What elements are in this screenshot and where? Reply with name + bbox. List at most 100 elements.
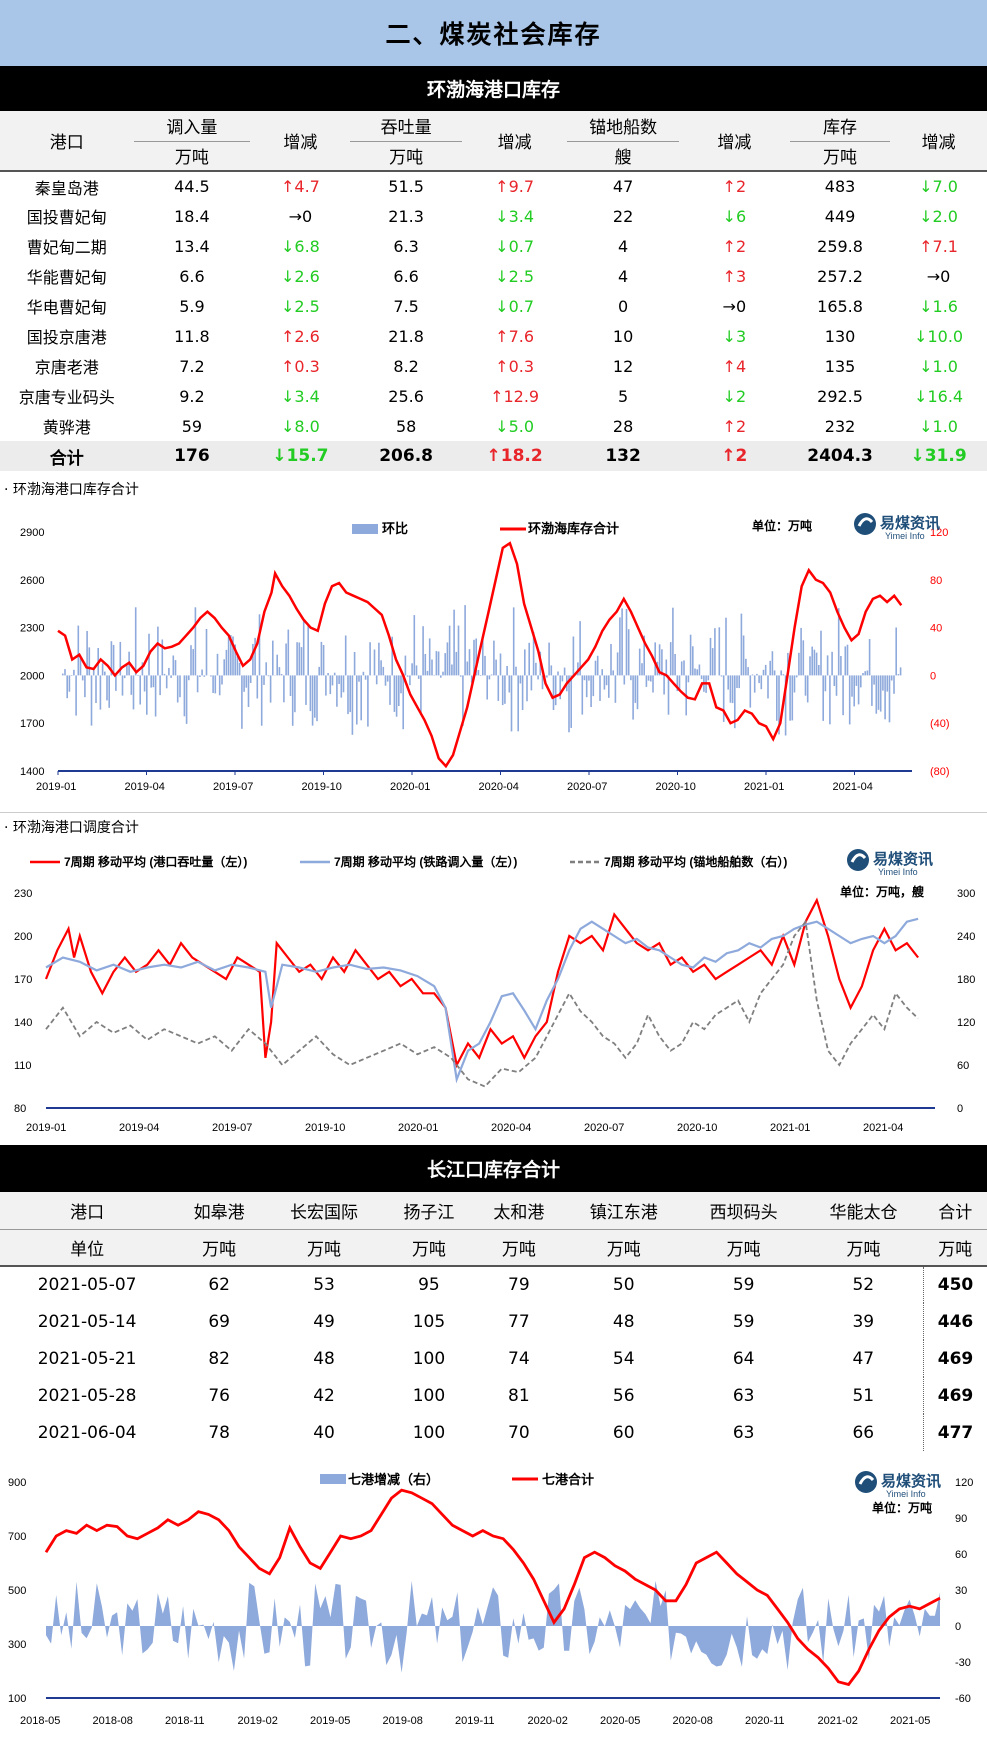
wow-bar <box>201 670 203 676</box>
section2-title: · 环渤海港口调度合计 <box>4 817 139 837</box>
wow-bar <box>624 675 626 684</box>
wow-bar <box>650 675 652 681</box>
port-name: 国投京唐港 <box>0 321 134 351</box>
wow-bar <box>725 618 727 676</box>
wow-bar <box>528 643 530 676</box>
wow-bar <box>460 675 462 676</box>
wow-bar <box>433 675 435 676</box>
y-right-tick: 180 <box>957 974 975 986</box>
wow-bar <box>436 651 438 675</box>
wow-bar <box>641 663 643 675</box>
wow-bar <box>517 675 519 731</box>
y-right-tick: 60 <box>957 1060 969 1072</box>
value-cell: 105 <box>384 1303 474 1340</box>
wow-bar <box>380 660 382 675</box>
wow-bar <box>192 649 194 675</box>
wow-bar <box>756 674 758 676</box>
wow-bar <box>418 675 420 679</box>
wow-bar <box>615 675 617 702</box>
change-cell: ↓15.7 <box>250 441 350 471</box>
wow-bar <box>345 636 347 676</box>
wow-bar <box>867 671 869 676</box>
y-left-tick: 110 <box>14 1060 32 1072</box>
wow-bar <box>294 675 296 712</box>
wow-bar <box>586 675 588 697</box>
legend-label: 环渤海库存合计 <box>528 521 619 536</box>
wow-bar <box>520 675 522 683</box>
wow-bar <box>254 638 256 676</box>
wow-bar <box>261 675 263 725</box>
wow-bar <box>635 675 637 703</box>
wow-bar <box>891 675 893 680</box>
wow-bar <box>453 610 455 676</box>
value-cell: 47 <box>804 1340 924 1377</box>
y-left-tick: 300 <box>8 1639 26 1651</box>
wow-bar <box>363 672 365 676</box>
section1-title: · 环渤海港口库存合计 <box>4 479 139 499</box>
wow-bar <box>131 675 133 694</box>
wow-bar <box>334 673 336 676</box>
wow-bar <box>250 675 252 683</box>
wow-bar <box>732 675 734 703</box>
value-cell: 56 <box>564 1377 684 1414</box>
yangtze-header-cell: 扬子江 <box>384 1192 474 1229</box>
change-cell: ↑12.9 <box>462 381 568 411</box>
wow-bar <box>898 674 900 675</box>
wow-bar <box>895 628 897 676</box>
change-cell: ↑9.7 <box>462 171 568 201</box>
wow-bar <box>772 651 774 675</box>
wow-bar <box>301 647 303 675</box>
wow-bar <box>893 675 895 693</box>
yangtze-header-cell: 太和港 <box>474 1192 564 1229</box>
wow-bar <box>796 675 798 677</box>
wow-bar <box>354 652 356 675</box>
change-cell: ↑7.1 <box>890 231 987 261</box>
wow-bar <box>506 666 508 675</box>
value-cell: 100 <box>384 1414 474 1451</box>
total-cell: 477 <box>923 1414 987 1451</box>
bohai-unit-cell: 万吨 <box>134 141 251 171</box>
wow-bar <box>500 654 502 676</box>
y-right-tick: 80 <box>930 575 942 587</box>
change-cell: ↑7.6 <box>462 321 568 351</box>
wow-bar <box>537 675 539 679</box>
yangtze-header-cell: 港口 <box>0 1192 174 1229</box>
wow-bar <box>632 675 634 719</box>
value-cell: 51.5 <box>350 171 461 201</box>
wow-bar <box>144 675 146 691</box>
wow-bar <box>314 675 316 717</box>
wow-bar <box>228 637 230 675</box>
wow-bar <box>177 675 179 702</box>
wow-bar <box>316 675 318 721</box>
wow-bar <box>400 675 402 693</box>
wow-bar <box>246 675 248 687</box>
wow-bar <box>305 675 307 705</box>
x-tick: 2019-04 <box>125 781 165 793</box>
value-cell: 82 <box>174 1340 264 1377</box>
value-cell: 21.3 <box>350 201 461 231</box>
bohai-header-row: 港口调入量增减吞吐量增减锚地船数增减库存增减 <box>0 111 987 141</box>
wow-bar <box>385 675 387 685</box>
y-left-tick: 2300 <box>20 623 44 635</box>
wow-bar <box>849 675 851 724</box>
wow-bar <box>387 675 389 681</box>
port-name: 京唐专业码头 <box>0 381 134 411</box>
change-cell: ↓2.5 <box>462 261 568 291</box>
value-cell: 39 <box>804 1303 924 1340</box>
wow-bar <box>840 656 842 675</box>
wow-bar <box>217 654 219 676</box>
bohai-unit-cell: 艘 <box>567 141 678 171</box>
x-tick: 2019-10 <box>302 781 342 793</box>
bohai-header-cell: 增减 <box>250 111 350 171</box>
value-cell: 74 <box>474 1340 564 1377</box>
value-cell: 64 <box>684 1340 804 1377</box>
change-cell: ↓8.0 <box>250 411 350 441</box>
wow-bar <box>789 675 791 720</box>
value-cell: 100 <box>384 1377 474 1414</box>
